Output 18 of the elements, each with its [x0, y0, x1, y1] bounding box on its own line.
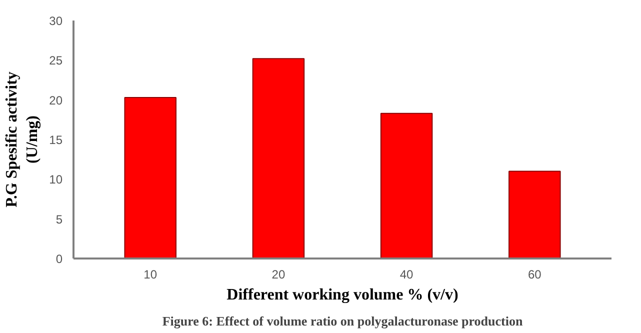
bar: [252, 58, 305, 258]
x-tick-label: 40: [400, 268, 414, 282]
y-axis-title: P.G Spesific activity (U/mg): [4, 72, 42, 208]
caption: Figure 6: Effect of volume ratio on polygalacturonase production: [162, 314, 524, 328]
x-tick-label: 10: [144, 268, 158, 282]
x-tick-label: 20: [272, 268, 286, 282]
y-tick-label: 0: [56, 252, 63, 266]
y-tick-label: 25: [49, 54, 63, 68]
x-tick-label: 60: [528, 268, 542, 282]
x-axis-title: Different working volume % (v/v): [226, 286, 458, 304]
y-tick-label: 15: [49, 133, 63, 147]
bar: [124, 96, 176, 258]
bar: [508, 170, 561, 258]
y-tick-label: 10: [49, 172, 63, 187]
y-tick-label: 30: [49, 14, 63, 28]
y-tick-label: 5: [56, 212, 63, 226]
bar: [380, 112, 433, 258]
y-tick-label: 20: [49, 93, 63, 108]
